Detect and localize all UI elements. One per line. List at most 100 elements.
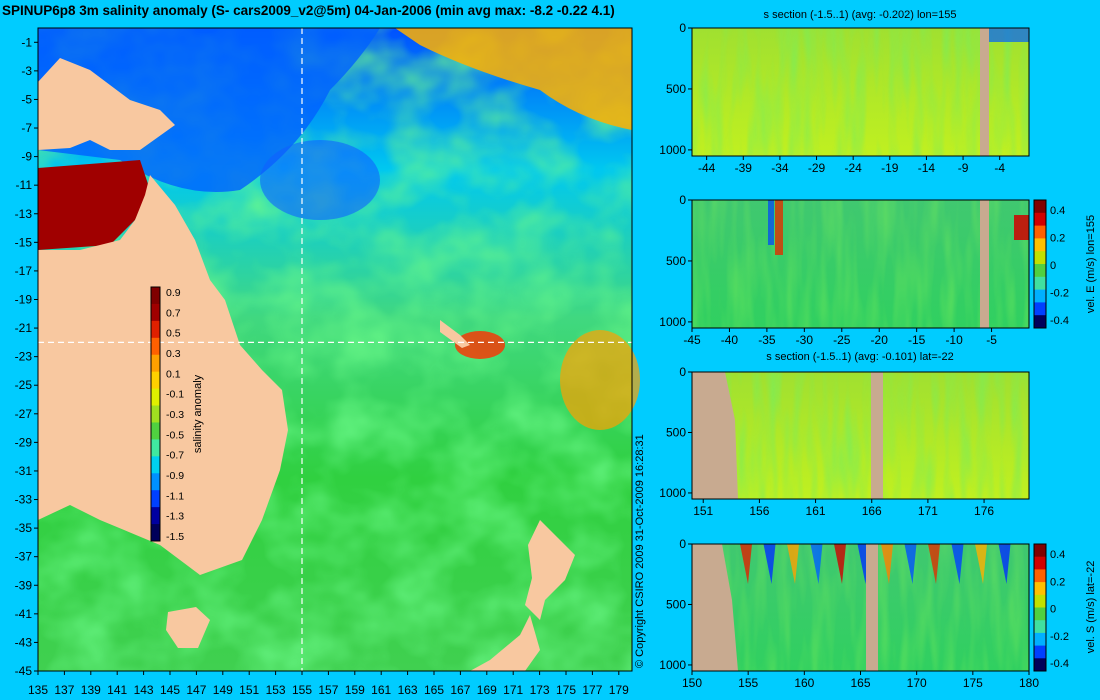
salinity-section-lon-land (980, 28, 989, 156)
map-colorbar-tick-label: -1.1 (166, 490, 184, 502)
map-y-tick-label: -33 (15, 493, 33, 507)
section-x-tick-label: -45 (683, 333, 701, 347)
section-y-tick-label: 1000 (659, 486, 686, 500)
section-x-tick-label: 156 (749, 504, 769, 518)
velocity-south-band (740, 544, 752, 584)
map-colorbar-swatch (151, 388, 160, 407)
velocity-colorbar-swatch (1034, 200, 1046, 214)
velocity-colorbar-tick-label: 0 (1050, 260, 1056, 272)
velocity-south-section-texture (692, 544, 1029, 671)
section-x-tick-label: 180 (1019, 676, 1039, 690)
velocity-colorbar-swatch (1034, 658, 1046, 672)
velocity-colorbar-swatch (1034, 251, 1046, 265)
map-colorbar-swatch (151, 490, 160, 508)
velocity-south-section-x-axis: 150 155 160 165 170 175 180 (682, 671, 1039, 690)
map-y-tick-label: -5 (21, 92, 32, 106)
salinity-section-lon: s section (-1.5..1) (avg: -0.202) lon=15… (659, 9, 1030, 175)
velocity-colorbar-tick-label: -0.4 (1050, 315, 1069, 327)
map-colorbar-tick-label: -1.3 (166, 511, 184, 523)
salinity-section-lat-title: s section (-1.5..1) (avg: -0.101) lat=-2… (766, 351, 953, 363)
map-x-tick-label: 173 (530, 683, 550, 697)
velocity-east-section-texture (692, 200, 1029, 328)
section-x-tick-label: 176 (974, 504, 994, 518)
map-colorbar-tick-label: 0.1 (166, 368, 181, 380)
section-y-tick-label: 0 (679, 193, 686, 207)
velocity-colorbar-tick-label: 0.2 (1050, 576, 1065, 588)
velocity-south-band (904, 544, 917, 584)
velocity-colorbar-swatch (1034, 569, 1046, 583)
map-x-tick-label: 167 (450, 683, 470, 697)
map-y-tick-label: -9 (21, 150, 32, 164)
section-x-tick-label: -15 (908, 333, 926, 347)
section-x-tick-label: -39 (735, 161, 753, 175)
velocity-colorbar-tick-label: 0.2 (1050, 233, 1065, 245)
velocity-colorbar-swatch (1034, 302, 1046, 316)
velocity-colorbar-swatch (1034, 645, 1046, 659)
map-y-tick-label: -41 (15, 607, 33, 621)
section-x-tick-label: 175 (963, 676, 983, 690)
velocity-east-section-frame (691, 199, 1030, 329)
map-x-tick-label: 157 (318, 683, 338, 697)
map-colorbar-swatch (151, 320, 160, 339)
velocity-east-colorbar-label: vel. E (m/s) lon=155 (1085, 215, 1097, 313)
section-x-tick-label: 170 (907, 676, 927, 690)
velocity-south-colorbar: 0.4 0.2 0 -0.2 -0.4 vel. S (m/s) lat=-22 (1033, 543, 1097, 672)
section-x-tick-label: 161 (806, 504, 826, 518)
map-y-tick-label: -15 (15, 235, 33, 249)
map-x-tick-label: 179 (609, 683, 629, 697)
map-x-tick-label: 155 (292, 683, 312, 697)
map-x-tick-label: 151 (239, 683, 259, 697)
section-x-tick-label: -9 (958, 161, 969, 175)
salinity-section-lon-texture (692, 28, 1029, 156)
map-x-tick-label: 159 (345, 683, 365, 697)
map-y-tick-label: -27 (15, 407, 33, 421)
section-y-tick-label: 1000 (659, 315, 686, 329)
velocity-south-colorbar-frame (1033, 543, 1047, 672)
velocity-colorbar-swatch (1034, 607, 1046, 621)
map-x-tick-label: 165 (424, 683, 444, 697)
velocity-east-colorbar-frame (1033, 199, 1047, 329)
section-y-tick-label: 0 (679, 21, 686, 35)
map-colorbar-swatch (151, 405, 160, 423)
map-x-tick-label: 147 (186, 683, 206, 697)
map-colorbar-tick-label: -0.7 (166, 450, 184, 462)
velocity-colorbar-swatch (1034, 212, 1046, 227)
section-x-tick-label: 160 (794, 676, 814, 690)
section-y-tick-label: 500 (666, 597, 686, 611)
map-y-tick-label: -17 (15, 264, 33, 278)
map-y-tick-label: -13 (15, 207, 33, 221)
velocity-colorbar-tick-label: 0.4 (1050, 205, 1065, 217)
velocity-south-section-land-ridge (866, 544, 878, 671)
map-land-gulf-of-carpentaria-hot (38, 160, 150, 250)
velocity-colorbar-swatch (1034, 289, 1046, 303)
velocity-south-section-land-west (692, 544, 738, 671)
map-colorbar-tick-label: 0.9 (166, 287, 181, 299)
velocity-east-section-x-axis: -45 -40 -35 -30 -25 -20 -15 -10 -5 (683, 328, 997, 347)
map-colorbar-swatch (151, 456, 160, 474)
map-land-new-zealand-south (470, 615, 540, 671)
section-x-tick-label: -20 (871, 333, 889, 347)
section-x-tick-label: 166 (862, 504, 882, 518)
map-x-tick-label: 145 (160, 683, 180, 697)
velocity-colorbar-swatch (1034, 544, 1046, 558)
map-high-anomaly-northeast (395, 28, 632, 130)
map-y-tick-label: -35 (15, 521, 33, 535)
section-x-tick-label: 165 (850, 676, 870, 690)
map-colorbar-swatch (151, 473, 160, 491)
section-x-tick-label: -5 (986, 333, 997, 347)
map-y-tick-label: -29 (15, 435, 33, 449)
section-y-tick-label: 0 (679, 365, 686, 379)
map-land-australia (38, 175, 288, 575)
map-x-tick-label: 169 (477, 683, 497, 697)
velocity-south-section-lat: 150 155 160 165 170 175 180 0 500 1000 (659, 537, 1039, 690)
velocity-colorbar-swatch (1034, 620, 1046, 634)
map-colorbar-swatch (151, 439, 160, 457)
velocity-colorbar-swatch (1034, 225, 1046, 239)
map-high-anomaly-east (455, 331, 505, 359)
map-y-tick-label: -7 (21, 121, 32, 135)
map-land-new-zealand-north (525, 520, 575, 620)
velocity-south-band (928, 544, 940, 584)
map-colorbar-swatch (151, 371, 160, 390)
map-x-tick-label: 137 (54, 683, 74, 697)
